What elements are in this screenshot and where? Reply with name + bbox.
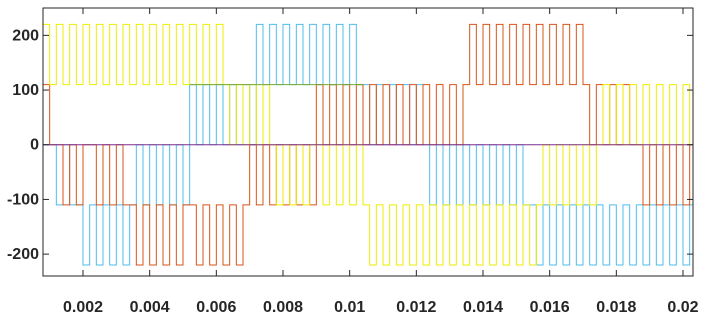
x-tick-label: 0.02 (667, 299, 698, 316)
x-tick-label: 0.008 (263, 299, 303, 316)
plot-background (43, 8, 693, 276)
x-tick-label: 0.004 (130, 299, 170, 316)
y-tick-label: 200 (12, 27, 39, 44)
x-tick-label: 0.012 (396, 299, 436, 316)
x-tick-label: 0.018 (596, 299, 636, 316)
x-tick-label: 0.016 (530, 299, 570, 316)
y-tick-label: -200 (7, 246, 39, 263)
series-layer (43, 23, 693, 266)
axes-layer: 0.002 0.004 0.006 0.008 0.01 0.012 0.014 0.016 0… (7, 8, 699, 316)
y-tick-label: 0 (30, 137, 39, 154)
y-tick-label: -100 (7, 191, 39, 208)
x-tick-label: 0.002 (63, 299, 103, 316)
series-line-2 (43, 23, 693, 266)
plot-frame (42, 7, 694, 277)
x-tick-label: 0.014 (463, 299, 503, 316)
y-tick-label: 100 (12, 82, 39, 99)
x-tick-label: 0.01 (334, 299, 365, 316)
x-tick-label: 0.006 (196, 299, 236, 316)
